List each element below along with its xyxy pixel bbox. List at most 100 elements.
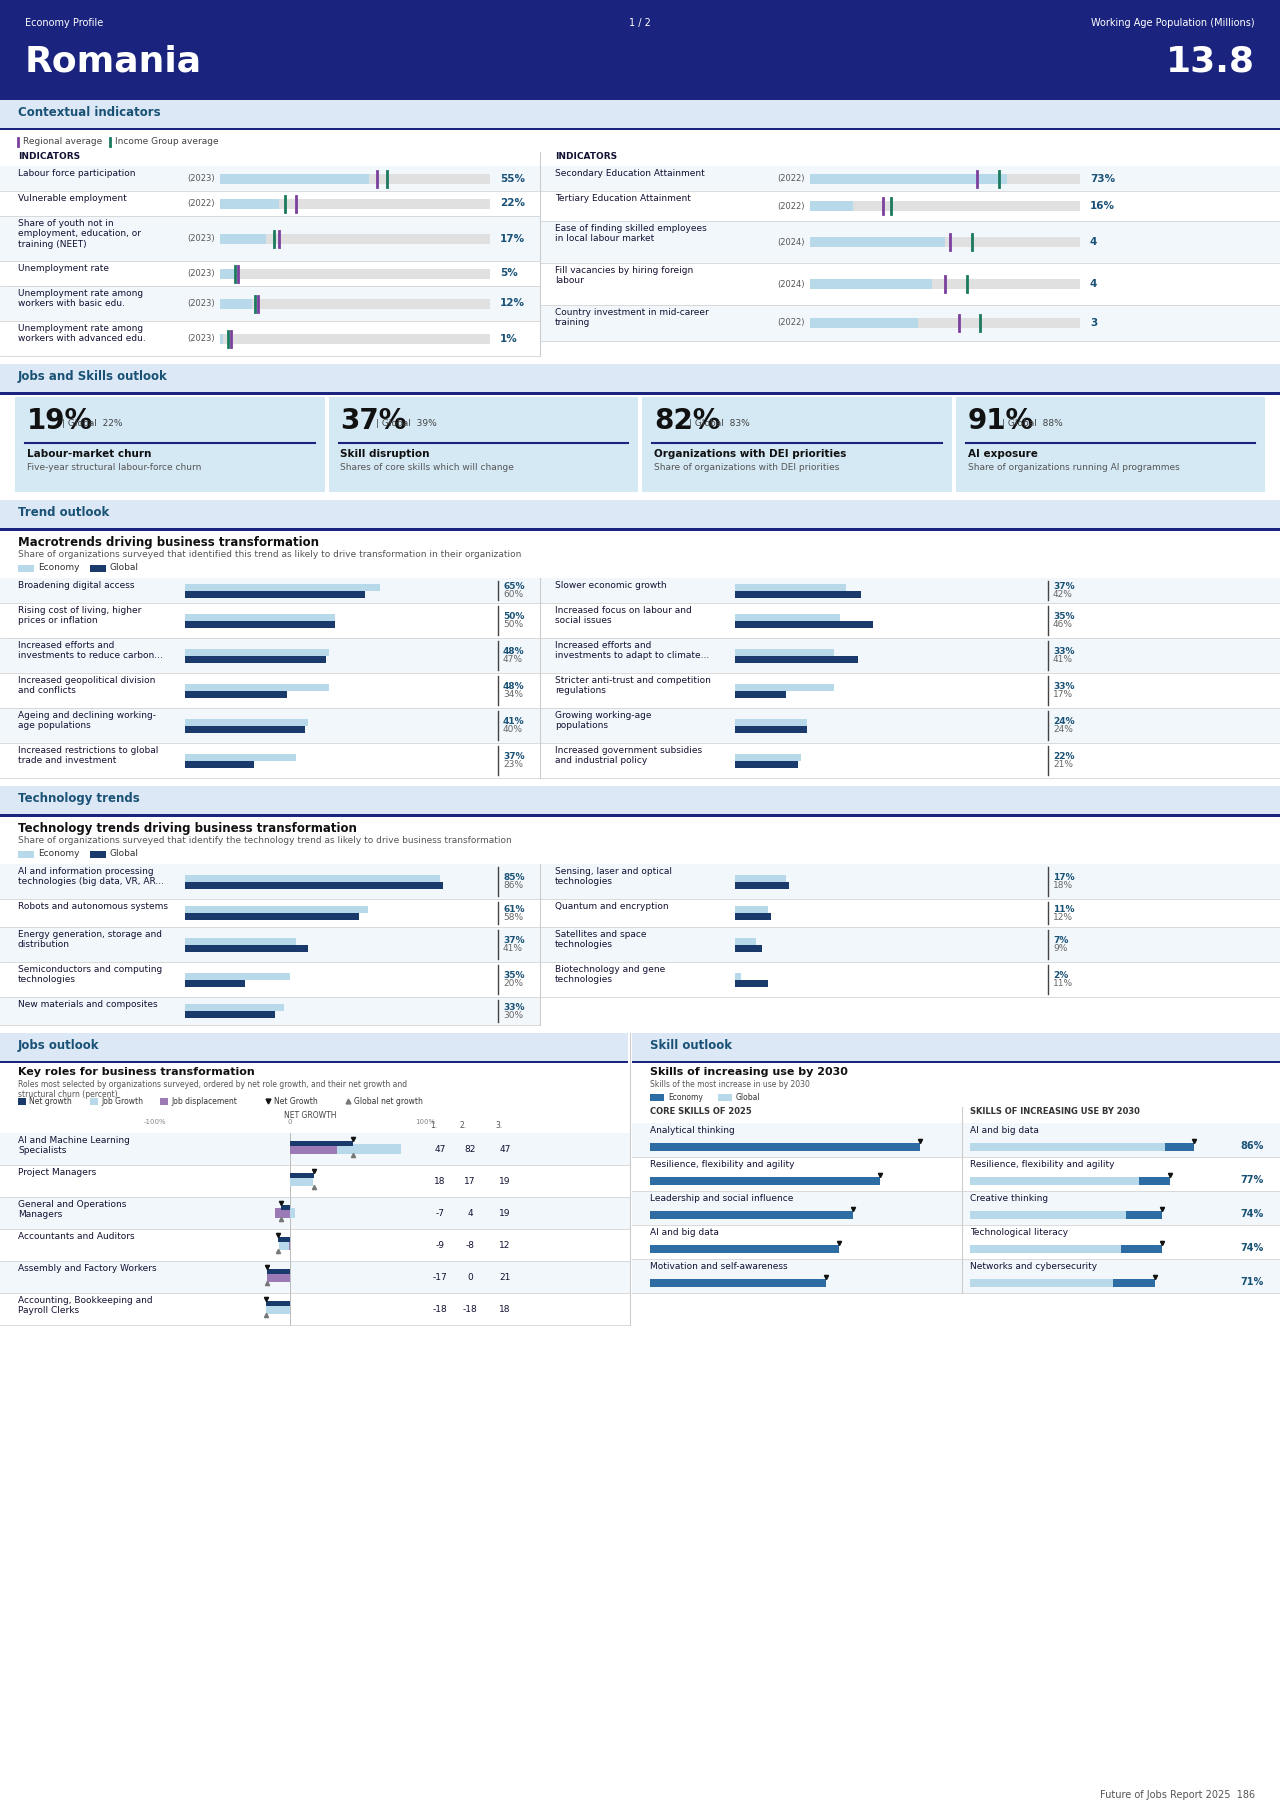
Text: Accountants and Auditors: Accountants and Auditors bbox=[18, 1232, 134, 1241]
Bar bbox=[810, 174, 1080, 183]
Bar bbox=[0, 128, 1280, 130]
Bar bbox=[160, 1098, 168, 1105]
Bar bbox=[90, 850, 106, 857]
Text: | Global  39%: | Global 39% bbox=[375, 420, 436, 429]
Bar bbox=[810, 237, 1080, 248]
Text: 40%: 40% bbox=[503, 725, 524, 734]
Bar bbox=[632, 1123, 963, 1158]
Text: Vulnerable employment: Vulnerable employment bbox=[18, 194, 127, 203]
Text: Economy: Economy bbox=[38, 848, 79, 857]
Text: 100%: 100% bbox=[415, 1120, 435, 1125]
Bar bbox=[275, 1208, 291, 1217]
Text: Job displacement: Job displacement bbox=[172, 1096, 237, 1105]
Bar bbox=[735, 874, 786, 881]
Bar bbox=[540, 865, 1280, 899]
Bar bbox=[186, 620, 335, 628]
Text: 74%: 74% bbox=[1240, 1208, 1263, 1219]
Text: Skill disruption: Skill disruption bbox=[340, 449, 430, 459]
Text: 37%: 37% bbox=[340, 407, 407, 434]
Bar bbox=[289, 1239, 291, 1250]
Text: 4: 4 bbox=[1091, 237, 1097, 248]
Bar bbox=[735, 881, 788, 888]
Text: (2023): (2023) bbox=[187, 174, 215, 183]
Text: Global: Global bbox=[110, 848, 140, 857]
Text: Macrotrends driving business transformation: Macrotrends driving business transformat… bbox=[18, 535, 319, 548]
Text: 33%: 33% bbox=[1053, 682, 1074, 691]
Bar bbox=[0, 1198, 630, 1228]
Text: AI and Machine Learning
Specialists: AI and Machine Learning Specialists bbox=[18, 1136, 129, 1156]
Text: 4: 4 bbox=[1091, 279, 1097, 289]
Bar bbox=[220, 174, 369, 183]
Text: Country investment in mid-career
training: Country investment in mid-career trainin… bbox=[556, 308, 709, 327]
Text: 35%: 35% bbox=[503, 971, 525, 980]
Bar bbox=[220, 233, 490, 244]
Bar bbox=[540, 926, 1280, 962]
Text: 46%: 46% bbox=[1053, 620, 1073, 630]
Text: General and Operations
Managers: General and Operations Managers bbox=[18, 1199, 127, 1219]
Bar bbox=[186, 1011, 275, 1018]
Bar bbox=[963, 1190, 1280, 1225]
Bar bbox=[650, 1178, 879, 1185]
Bar bbox=[0, 785, 1280, 814]
Text: 50%: 50% bbox=[503, 611, 525, 620]
Bar bbox=[970, 1279, 1114, 1286]
Text: 17%: 17% bbox=[1053, 874, 1075, 883]
Text: Technology trends driving business transformation: Technology trends driving business trans… bbox=[18, 821, 357, 836]
Text: Economy: Economy bbox=[38, 563, 79, 572]
Text: Fill vacancies by hiring foreign
labour: Fill vacancies by hiring foreign labour bbox=[556, 266, 694, 286]
Text: Global: Global bbox=[736, 1093, 760, 1102]
Bar bbox=[0, 99, 1280, 128]
Text: Ease of finding skilled employees
in local labour market: Ease of finding skilled employees in loc… bbox=[556, 224, 707, 244]
Text: 21: 21 bbox=[499, 1272, 511, 1281]
Text: Share of organizations surveyed that identify the technology trend as likely to : Share of organizations surveyed that ide… bbox=[18, 836, 512, 845]
Bar bbox=[186, 655, 326, 662]
Text: 24%: 24% bbox=[1053, 725, 1073, 734]
Text: 19: 19 bbox=[499, 1176, 511, 1185]
Text: (2023): (2023) bbox=[187, 270, 215, 279]
Bar bbox=[186, 979, 244, 986]
Text: Increased restrictions to global
trade and investment: Increased restrictions to global trade a… bbox=[18, 745, 159, 765]
Text: 58%: 58% bbox=[503, 912, 524, 921]
Text: 33%: 33% bbox=[503, 1002, 525, 1011]
Text: Accounting, Bookkeeping and
Payroll Clerks: Accounting, Bookkeeping and Payroll Cler… bbox=[18, 1295, 152, 1315]
Bar bbox=[632, 1259, 963, 1293]
Bar bbox=[0, 814, 1280, 816]
Bar bbox=[810, 279, 1080, 289]
Text: Organizations with DEI priorities: Organizations with DEI priorities bbox=[654, 449, 846, 459]
Bar bbox=[735, 973, 741, 979]
Text: Net Growth: Net Growth bbox=[274, 1096, 317, 1105]
Bar bbox=[220, 333, 490, 344]
Bar bbox=[810, 318, 1080, 327]
Text: -7: -7 bbox=[435, 1208, 444, 1217]
Bar bbox=[735, 725, 806, 733]
Text: Labour force participation: Labour force participation bbox=[18, 168, 136, 177]
Bar bbox=[186, 718, 308, 725]
Bar bbox=[186, 754, 296, 760]
Text: 41%: 41% bbox=[503, 716, 525, 725]
Text: | Global  83%: | Global 83% bbox=[689, 420, 750, 429]
Text: 47: 47 bbox=[434, 1145, 445, 1154]
Text: Rising cost of living, higher
prices or inflation: Rising cost of living, higher prices or … bbox=[18, 606, 141, 626]
Text: Creative thinking: Creative thinking bbox=[970, 1194, 1048, 1203]
Bar bbox=[268, 1268, 291, 1274]
Text: 71%: 71% bbox=[1240, 1277, 1263, 1286]
Text: Unemployment rate among
workers with advanced edu.: Unemployment rate among workers with adv… bbox=[18, 324, 146, 344]
Text: Assembly and Factory Workers: Assembly and Factory Workers bbox=[18, 1264, 156, 1274]
Bar bbox=[220, 174, 490, 183]
Text: 82%: 82% bbox=[654, 407, 721, 434]
Text: 0: 0 bbox=[288, 1120, 292, 1125]
Text: Broadening digital access: Broadening digital access bbox=[18, 581, 134, 590]
Text: 1.: 1. bbox=[430, 1122, 438, 1131]
Text: 1 / 2: 1 / 2 bbox=[628, 18, 652, 27]
Bar bbox=[718, 1094, 732, 1102]
Text: Increased efforts and
investments to reduce carbon...: Increased efforts and investments to red… bbox=[18, 640, 163, 660]
Text: Increased focus on labour and
social issues: Increased focus on labour and social iss… bbox=[556, 606, 691, 626]
Bar bbox=[18, 564, 35, 572]
Text: 19: 19 bbox=[499, 1208, 511, 1217]
Text: 47: 47 bbox=[499, 1145, 511, 1154]
Bar bbox=[18, 850, 35, 857]
Text: Motivation and self-awareness: Motivation and self-awareness bbox=[650, 1263, 787, 1272]
Bar bbox=[186, 648, 329, 655]
Bar bbox=[0, 865, 540, 899]
Bar bbox=[0, 926, 540, 962]
